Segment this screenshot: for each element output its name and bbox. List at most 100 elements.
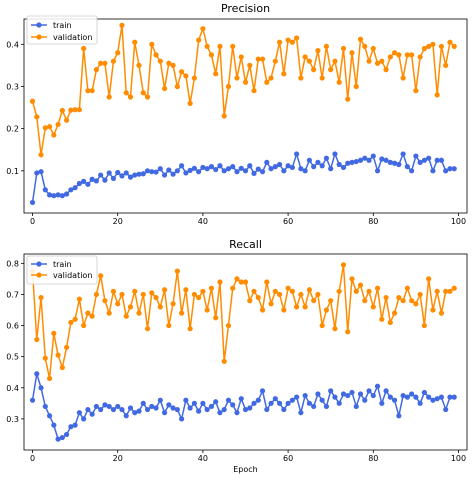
precision-train-point (336, 161, 342, 168)
recall-validation-point (123, 313, 129, 319)
precision-train-point (161, 172, 168, 178)
recall-validation-point (451, 285, 457, 291)
precision-validation-point (336, 79, 342, 85)
recall-train-point (106, 403, 112, 410)
recall-validation-point (196, 294, 202, 301)
recall-validation-point (144, 326, 151, 332)
precision-validation-point (46, 123, 53, 130)
precision-validation-point (38, 152, 44, 158)
recall-validation-point (404, 285, 410, 291)
precision-train-point (179, 163, 185, 169)
precision-validation-point (132, 39, 138, 45)
precision-train-point (430, 168, 436, 174)
precision-validation-point (272, 58, 278, 64)
precision-train-point (370, 153, 376, 159)
precision-validation-point (76, 107, 82, 113)
precision-validation-point (149, 41, 155, 47)
recall-train-point (102, 402, 108, 408)
recall-validation-point (221, 358, 227, 364)
recall-validation-point (230, 285, 236, 291)
precision-train-point (362, 155, 368, 161)
recall-validation-point (264, 279, 270, 285)
precision-validation-point (247, 62, 253, 68)
precision-train-point (426, 155, 432, 161)
precision-x-tick-label: 80 (368, 217, 378, 226)
recall-train-point (34, 371, 40, 377)
precision-train-point (123, 170, 129, 176)
precision-train-point (46, 192, 53, 198)
precision-train-point (136, 171, 142, 177)
recall-x-tick-label: 80 (368, 454, 378, 463)
precision-train-point (81, 178, 87, 184)
precision-validation-point (110, 58, 117, 64)
recall-train-point (379, 400, 385, 406)
precision-validation-point (157, 58, 163, 64)
precision-train-point (379, 156, 385, 162)
recall-train-point (170, 405, 176, 411)
precision-y-tick-label: 0.4 (6, 40, 19, 49)
recall-train-point (272, 396, 278, 402)
precision-train-point (68, 187, 74, 193)
recall-validation-point (443, 288, 449, 294)
precision-train-point (59, 193, 65, 199)
recall-validation-point (132, 288, 138, 294)
recall-validation-point (345, 329, 351, 335)
precision-train-point (340, 164, 347, 171)
precision-train-point (166, 167, 172, 173)
precision-validation-point (208, 52, 215, 58)
recall-validation-point (357, 282, 364, 288)
recall-train-point (434, 396, 440, 402)
recall-train-point (132, 410, 138, 416)
recall-validation-point (409, 298, 415, 304)
precision-validation-point (55, 121, 61, 128)
precision-validation-point (451, 43, 457, 50)
recall-validation-point (311, 298, 317, 304)
precision-validation-point (98, 60, 104, 66)
recall-train-point (127, 405, 134, 411)
precision-train-point (315, 159, 321, 165)
recall-train-point (38, 385, 44, 391)
recall-validation-point (93, 291, 100, 298)
recall-validation-point (34, 336, 40, 343)
recall-x-tick-label: 60 (283, 454, 293, 463)
precision-train-point (221, 168, 227, 174)
precision-train-point (272, 164, 278, 170)
precision-validation-point (166, 60, 172, 66)
precision-train-point (238, 165, 244, 171)
precision-validation-point (127, 94, 134, 100)
precision-train-point (213, 166, 219, 173)
recall-train-point (370, 392, 376, 399)
recall-train-point (29, 397, 36, 403)
precision-train-point (106, 170, 112, 176)
precision-validation-point (349, 50, 355, 56)
precision-train-point (396, 161, 402, 168)
recall-validation-point (174, 268, 180, 274)
precision-validation-point (340, 45, 347, 52)
precision-train-point (85, 181, 91, 187)
recall-train-point (426, 394, 432, 400)
recall-validation-point (315, 291, 321, 298)
precision-train-point (119, 173, 125, 179)
recall-validation-point (426, 276, 432, 282)
recall-validation-point (76, 296, 82, 302)
recall-train-point (187, 405, 193, 411)
recall-validation-point (115, 301, 121, 307)
recall-train-point (302, 392, 308, 399)
recall-validation-point (276, 291, 283, 298)
precision-x-tick-label: 60 (283, 217, 293, 226)
precision-validation-point (370, 45, 376, 52)
recall-validation-point (119, 291, 125, 298)
precision-x-tick-label: 20 (113, 217, 123, 226)
recall-validation-point (85, 310, 91, 316)
recall-train-point (289, 397, 295, 403)
recall-train-point (213, 399, 219, 405)
recall-validation-point (417, 291, 423, 298)
precision-validation-point (123, 90, 129, 96)
recall-train-point (64, 431, 70, 438)
precision-validation-point (42, 125, 48, 131)
recall-validation-point (370, 304, 376, 310)
precision-train-point (259, 169, 266, 175)
precision-train-point (421, 157, 427, 163)
precision-train-point (323, 155, 330, 161)
